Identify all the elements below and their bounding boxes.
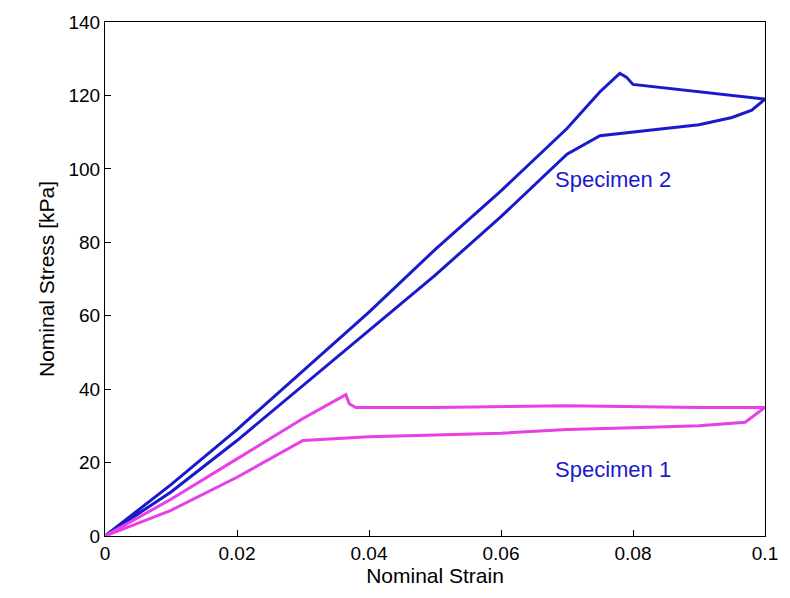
svg-text:120: 120 — [68, 85, 100, 106]
svg-text:60: 60 — [79, 305, 100, 326]
svg-text:100: 100 — [68, 159, 100, 180]
svg-text:0.08: 0.08 — [615, 543, 652, 564]
svg-text:Specimen 1: Specimen 1 — [555, 457, 671, 482]
svg-text:0.02: 0.02 — [219, 543, 256, 564]
svg-text:0.04: 0.04 — [351, 543, 388, 564]
svg-text:80: 80 — [79, 232, 100, 253]
svg-text:Nominal Stress [kPa]: Nominal Stress [kPa] — [35, 181, 58, 377]
svg-text:Specimen 2: Specimen 2 — [555, 167, 671, 192]
svg-text:140: 140 — [68, 12, 100, 33]
svg-text:40: 40 — [79, 379, 100, 400]
svg-text:0: 0 — [100, 543, 111, 564]
svg-text:0: 0 — [90, 526, 101, 547]
svg-text:20: 20 — [79, 452, 100, 473]
svg-text:0.1: 0.1 — [752, 543, 778, 564]
svg-text:0.06: 0.06 — [483, 543, 520, 564]
svg-text:Nominal Strain: Nominal Strain — [366, 564, 504, 587]
